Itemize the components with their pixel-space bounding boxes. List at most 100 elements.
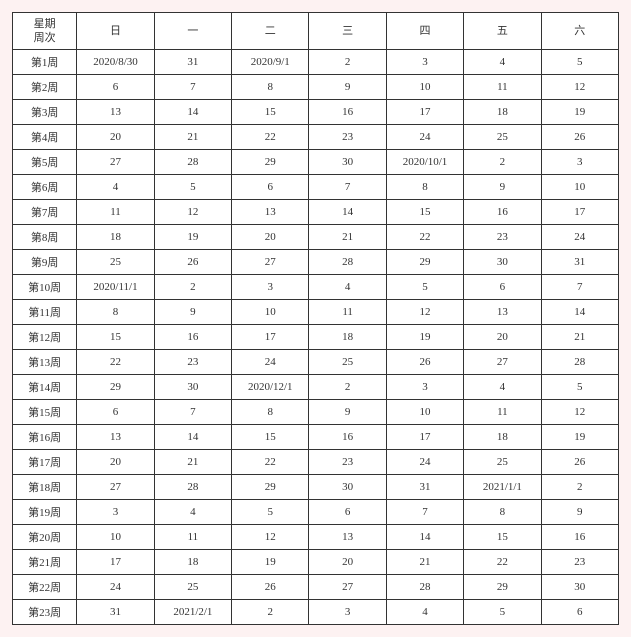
date-cell: 30 [154,375,231,400]
date-cell: 18 [464,425,541,450]
date-cell: 28 [309,250,386,275]
date-cell: 15 [232,425,309,450]
week-label: 第2周 [13,75,77,100]
date-cell: 9 [154,300,231,325]
date-cell: 2 [541,475,618,500]
date-cell: 3 [232,275,309,300]
date-cell: 18 [464,100,541,125]
date-cell: 8 [464,500,541,525]
table-row: 第9周25262728293031 [13,250,619,275]
week-label: 第1周 [13,50,77,75]
date-cell: 12 [541,400,618,425]
date-cell: 31 [77,600,154,625]
date-cell: 9 [464,175,541,200]
date-cell: 24 [232,350,309,375]
date-cell: 2020/11/1 [77,275,154,300]
table-row: 第17周20212223242526 [13,450,619,475]
table-row: 第3周13141516171819 [13,100,619,125]
date-cell: 22 [77,350,154,375]
date-cell: 27 [77,150,154,175]
date-cell: 26 [232,575,309,600]
date-cell: 21 [309,225,386,250]
date-cell: 13 [77,425,154,450]
date-cell: 8 [232,75,309,100]
week-label: 第12周 [13,325,77,350]
date-cell: 16 [464,200,541,225]
table-row: 第13周22232425262728 [13,350,619,375]
day-header-thu: 四 [386,13,463,50]
date-cell: 6 [541,600,618,625]
date-cell: 2 [309,375,386,400]
date-cell: 2021/1/1 [464,475,541,500]
date-cell: 27 [232,250,309,275]
table-row: 第23周312021/2/123456 [13,600,619,625]
day-header-mon: 一 [154,13,231,50]
week-label: 第18周 [13,475,77,500]
date-cell: 30 [309,150,386,175]
date-cell: 31 [154,50,231,75]
date-cell: 2020/9/1 [232,50,309,75]
date-cell: 30 [464,250,541,275]
table-body: 第1周2020/8/30312020/9/12345第2周6789101112第… [13,50,619,625]
table-header-row: 星期 周次 日 一 二 三 四 五 六 [13,13,619,50]
date-cell: 17 [232,325,309,350]
date-cell: 9 [309,400,386,425]
date-cell: 13 [464,300,541,325]
date-cell: 3 [386,375,463,400]
date-cell: 19 [541,100,618,125]
date-cell: 28 [154,475,231,500]
date-cell: 29 [232,150,309,175]
week-label: 第17周 [13,450,77,475]
date-cell: 21 [154,450,231,475]
date-cell: 14 [541,300,618,325]
week-label: 第23周 [13,600,77,625]
date-cell: 12 [154,200,231,225]
date-cell: 14 [309,200,386,225]
date-cell: 30 [541,575,618,600]
table-row: 第21周17181920212223 [13,550,619,575]
date-cell: 20 [464,325,541,350]
date-cell: 14 [154,425,231,450]
date-cell: 22 [232,450,309,475]
date-cell: 10 [386,75,463,100]
date-cell: 7 [154,75,231,100]
date-cell: 19 [232,550,309,575]
date-cell: 28 [154,150,231,175]
date-cell: 13 [77,100,154,125]
weekly-calendar-table: 星期 周次 日 一 二 三 四 五 六 第1周2020/8/30312020/9… [12,12,619,625]
date-cell: 20 [77,450,154,475]
date-cell: 10 [386,400,463,425]
date-cell: 5 [386,275,463,300]
week-label: 第4周 [13,125,77,150]
corner-line1: 星期 [34,18,56,30]
date-cell: 15 [386,200,463,225]
corner-header: 星期 周次 [13,13,77,50]
week-label: 第10周 [13,275,77,300]
date-cell: 30 [309,475,386,500]
date-cell: 29 [232,475,309,500]
date-cell: 9 [309,75,386,100]
date-cell: 5 [541,50,618,75]
week-label: 第7周 [13,200,77,225]
date-cell: 12 [386,300,463,325]
date-cell: 25 [464,125,541,150]
date-cell: 8 [77,300,154,325]
date-cell: 3 [386,50,463,75]
date-cell: 29 [464,575,541,600]
date-cell: 23 [309,125,386,150]
table-row: 第20周10111213141516 [13,525,619,550]
date-cell: 11 [309,300,386,325]
date-cell: 10 [232,300,309,325]
date-cell: 2 [309,50,386,75]
date-cell: 5 [154,175,231,200]
date-cell: 7 [309,175,386,200]
week-label: 第13周 [13,350,77,375]
date-cell: 14 [154,100,231,125]
date-cell: 7 [541,275,618,300]
date-cell: 5 [232,500,309,525]
date-cell: 4 [386,600,463,625]
date-cell: 20 [232,225,309,250]
date-cell: 28 [541,350,618,375]
date-cell: 17 [386,100,463,125]
table-row: 第2周6789101112 [13,75,619,100]
